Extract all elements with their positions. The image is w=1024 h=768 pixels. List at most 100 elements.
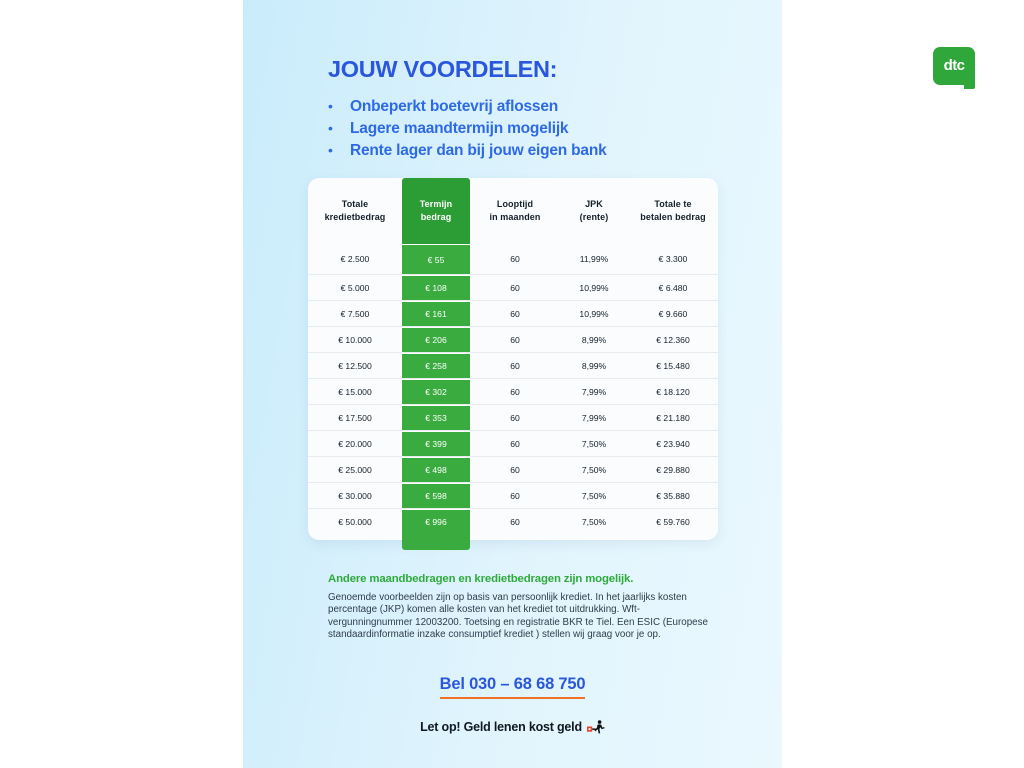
warning-label: Let op! Geld lenen kost geld bbox=[420, 720, 582, 734]
cell-krediet: € 12.500 bbox=[338, 360, 372, 371]
cell-termijn: € 498 bbox=[402, 457, 470, 482]
cell-jkp: 10,99% bbox=[579, 282, 609, 293]
cell-termijn: € 598 bbox=[402, 483, 470, 508]
cell-krediet: € 7.500 bbox=[340, 308, 370, 319]
bullet-icon: • bbox=[328, 98, 333, 114]
promo-poster: JOUW VOORDELEN: • Onbeperkt boetevrij af… bbox=[243, 0, 975, 768]
cell-looptijd: 60 bbox=[510, 308, 520, 319]
cell-totaal: € 9.660 bbox=[658, 308, 688, 319]
table-row: € 20.000 € 399 60 7,50% € 23.940 bbox=[308, 430, 718, 456]
cell-looptijd: 60 bbox=[510, 516, 520, 527]
dtc-logo: dtc bbox=[933, 47, 975, 89]
cell-krediet: € 20.000 bbox=[338, 438, 372, 449]
header-line-2: betalen bedrag bbox=[640, 212, 706, 222]
cell-termijn: € 108 bbox=[402, 275, 470, 300]
bullet-icon: • bbox=[328, 120, 333, 136]
table-header-row: Totale kredietbedrag Termijn bedrag Loop… bbox=[308, 178, 718, 244]
list-item: • Onbeperkt boetevrij aflossen bbox=[328, 95, 748, 117]
speech-bubble-tail-icon bbox=[964, 78, 975, 89]
column-header-krediet: Totale kredietbedrag bbox=[308, 178, 402, 244]
column-header-jkp: JPK (rente) bbox=[560, 178, 628, 244]
rates-table-card: Totale kredietbedrag Termijn bedrag Loop… bbox=[308, 178, 718, 550]
cell-termijn: € 55 bbox=[402, 244, 470, 274]
cell-krediet: € 25.000 bbox=[338, 464, 372, 475]
header-line-2: kredietbedrag bbox=[324, 212, 386, 222]
rates-table: Totale kredietbedrag Termijn bedrag Loop… bbox=[308, 178, 718, 534]
header-line-1: Totale bbox=[341, 199, 369, 209]
header-line-1: JPK bbox=[585, 199, 603, 209]
benefit-label: Rente lager dan bij jouw eigen bank bbox=[350, 142, 607, 159]
column-header-termijn: Termijn bedrag bbox=[402, 178, 470, 244]
cell-termijn: € 353 bbox=[402, 405, 470, 430]
cell-looptijd: 60 bbox=[510, 490, 520, 501]
bullet-icon: • bbox=[328, 142, 333, 158]
phone-cta[interactable]: Bel 030 – 68 68 750 bbox=[243, 675, 782, 699]
cell-krediet: € 2.500 bbox=[340, 254, 370, 264]
phone-number-link[interactable]: Bel 030 – 68 68 750 bbox=[439, 675, 586, 699]
cell-termijn: € 399 bbox=[402, 431, 470, 456]
running-man-icon bbox=[586, 720, 605, 734]
cell-termijn: € 996 bbox=[402, 509, 470, 534]
table-row: € 2.500 € 55 60 11,99% € 3.300 bbox=[308, 244, 718, 274]
cell-jkp: 7,50% bbox=[581, 464, 607, 475]
cell-krediet: € 50.000 bbox=[338, 516, 372, 527]
header-section: JOUW VOORDELEN: • Onbeperkt boetevrij af… bbox=[243, 0, 975, 175]
header-line-2: in maanden bbox=[489, 212, 541, 222]
cell-totaal: € 15.480 bbox=[656, 360, 690, 371]
table-row: € 25.000 € 498 60 7,50% € 29.880 bbox=[308, 456, 718, 482]
credit-warning: Let op! Geld lenen kost geld bbox=[243, 720, 782, 734]
cell-totaal: € 35.880 bbox=[656, 490, 690, 501]
cell-jkp: 7,50% bbox=[581, 438, 607, 449]
table-row: € 5.000 € 108 60 10,99% € 6.480 bbox=[308, 274, 718, 300]
header-line-1: Looptijd bbox=[496, 199, 534, 209]
cell-krediet: € 15.000 bbox=[338, 386, 372, 397]
cell-jkp: 8,99% bbox=[581, 360, 607, 371]
cell-looptijd: 60 bbox=[510, 360, 520, 371]
benefit-label: Onbeperkt boetevrij aflossen bbox=[350, 98, 559, 115]
table-row: € 12.500 € 258 60 8,99% € 15.480 bbox=[308, 352, 718, 378]
header-line-2: bedrag bbox=[420, 212, 452, 222]
logo-label: dtc bbox=[943, 57, 965, 74]
cell-jkp: 7,50% bbox=[581, 516, 607, 527]
cell-totaal: € 59.760 bbox=[656, 516, 690, 527]
cell-jkp: 11,99% bbox=[579, 254, 609, 264]
table-row: € 10.000 € 206 60 8,99% € 12.360 bbox=[308, 326, 718, 352]
cell-looptijd: 60 bbox=[510, 438, 520, 449]
header-line-1: Termijn bbox=[419, 199, 453, 209]
cell-jkp: 7,50% bbox=[581, 490, 607, 501]
cell-krediet: € 30.000 bbox=[338, 490, 372, 501]
cell-looptijd: 60 bbox=[510, 334, 520, 345]
cell-jkp: 10,99% bbox=[579, 308, 609, 319]
list-item: • Rente lager dan bij jouw eigen bank bbox=[328, 139, 748, 161]
cell-totaal: € 23.940 bbox=[656, 438, 690, 449]
header-line-2: (rente) bbox=[579, 212, 609, 222]
cell-jkp: 7,99% bbox=[581, 386, 607, 397]
column-header-totaal: Totale te betalen bedrag bbox=[628, 178, 718, 244]
cell-termijn: € 161 bbox=[402, 301, 470, 326]
table-row: € 50.000 € 996 60 7,50% € 59.760 bbox=[308, 508, 718, 534]
list-item: • Lagere maandtermijn mogelijk bbox=[328, 117, 748, 139]
benefit-label: Lagere maandtermijn mogelijk bbox=[350, 120, 569, 137]
cell-looptijd: 60 bbox=[510, 464, 520, 475]
table-row: € 15.000 € 302 60 7,99% € 18.120 bbox=[308, 378, 718, 404]
highlight-column-tail bbox=[402, 532, 470, 550]
cell-totaal: € 6.480 bbox=[658, 282, 688, 293]
cell-looptijd: 60 bbox=[510, 282, 520, 293]
cell-jkp: 7,99% bbox=[581, 412, 607, 423]
cell-krediet: € 17.500 bbox=[338, 412, 372, 423]
cell-looptijd: 60 bbox=[510, 254, 520, 264]
cell-totaal: € 18.120 bbox=[656, 386, 690, 397]
benefits-list: • Onbeperkt boetevrij aflossen • Lagere … bbox=[328, 95, 748, 161]
cell-totaal: € 3.300 bbox=[658, 254, 688, 264]
cell-looptijd: 60 bbox=[510, 386, 520, 397]
cell-totaal: € 12.360 bbox=[656, 334, 690, 345]
cell-krediet: € 10.000 bbox=[338, 334, 372, 345]
cell-termijn: € 206 bbox=[402, 327, 470, 352]
page-title: JOUW VOORDELEN: bbox=[328, 56, 558, 82]
disclaimer-text: Genoemde voorbeelden zijn op basis van p… bbox=[328, 592, 708, 641]
cell-krediet: € 5.000 bbox=[340, 282, 370, 293]
table-row: € 17.500 € 353 60 7,99% € 21.180 bbox=[308, 404, 718, 430]
header-line-1: Totale te bbox=[654, 199, 692, 209]
cell-termijn: € 302 bbox=[402, 379, 470, 404]
cell-totaal: € 29.880 bbox=[656, 464, 690, 475]
